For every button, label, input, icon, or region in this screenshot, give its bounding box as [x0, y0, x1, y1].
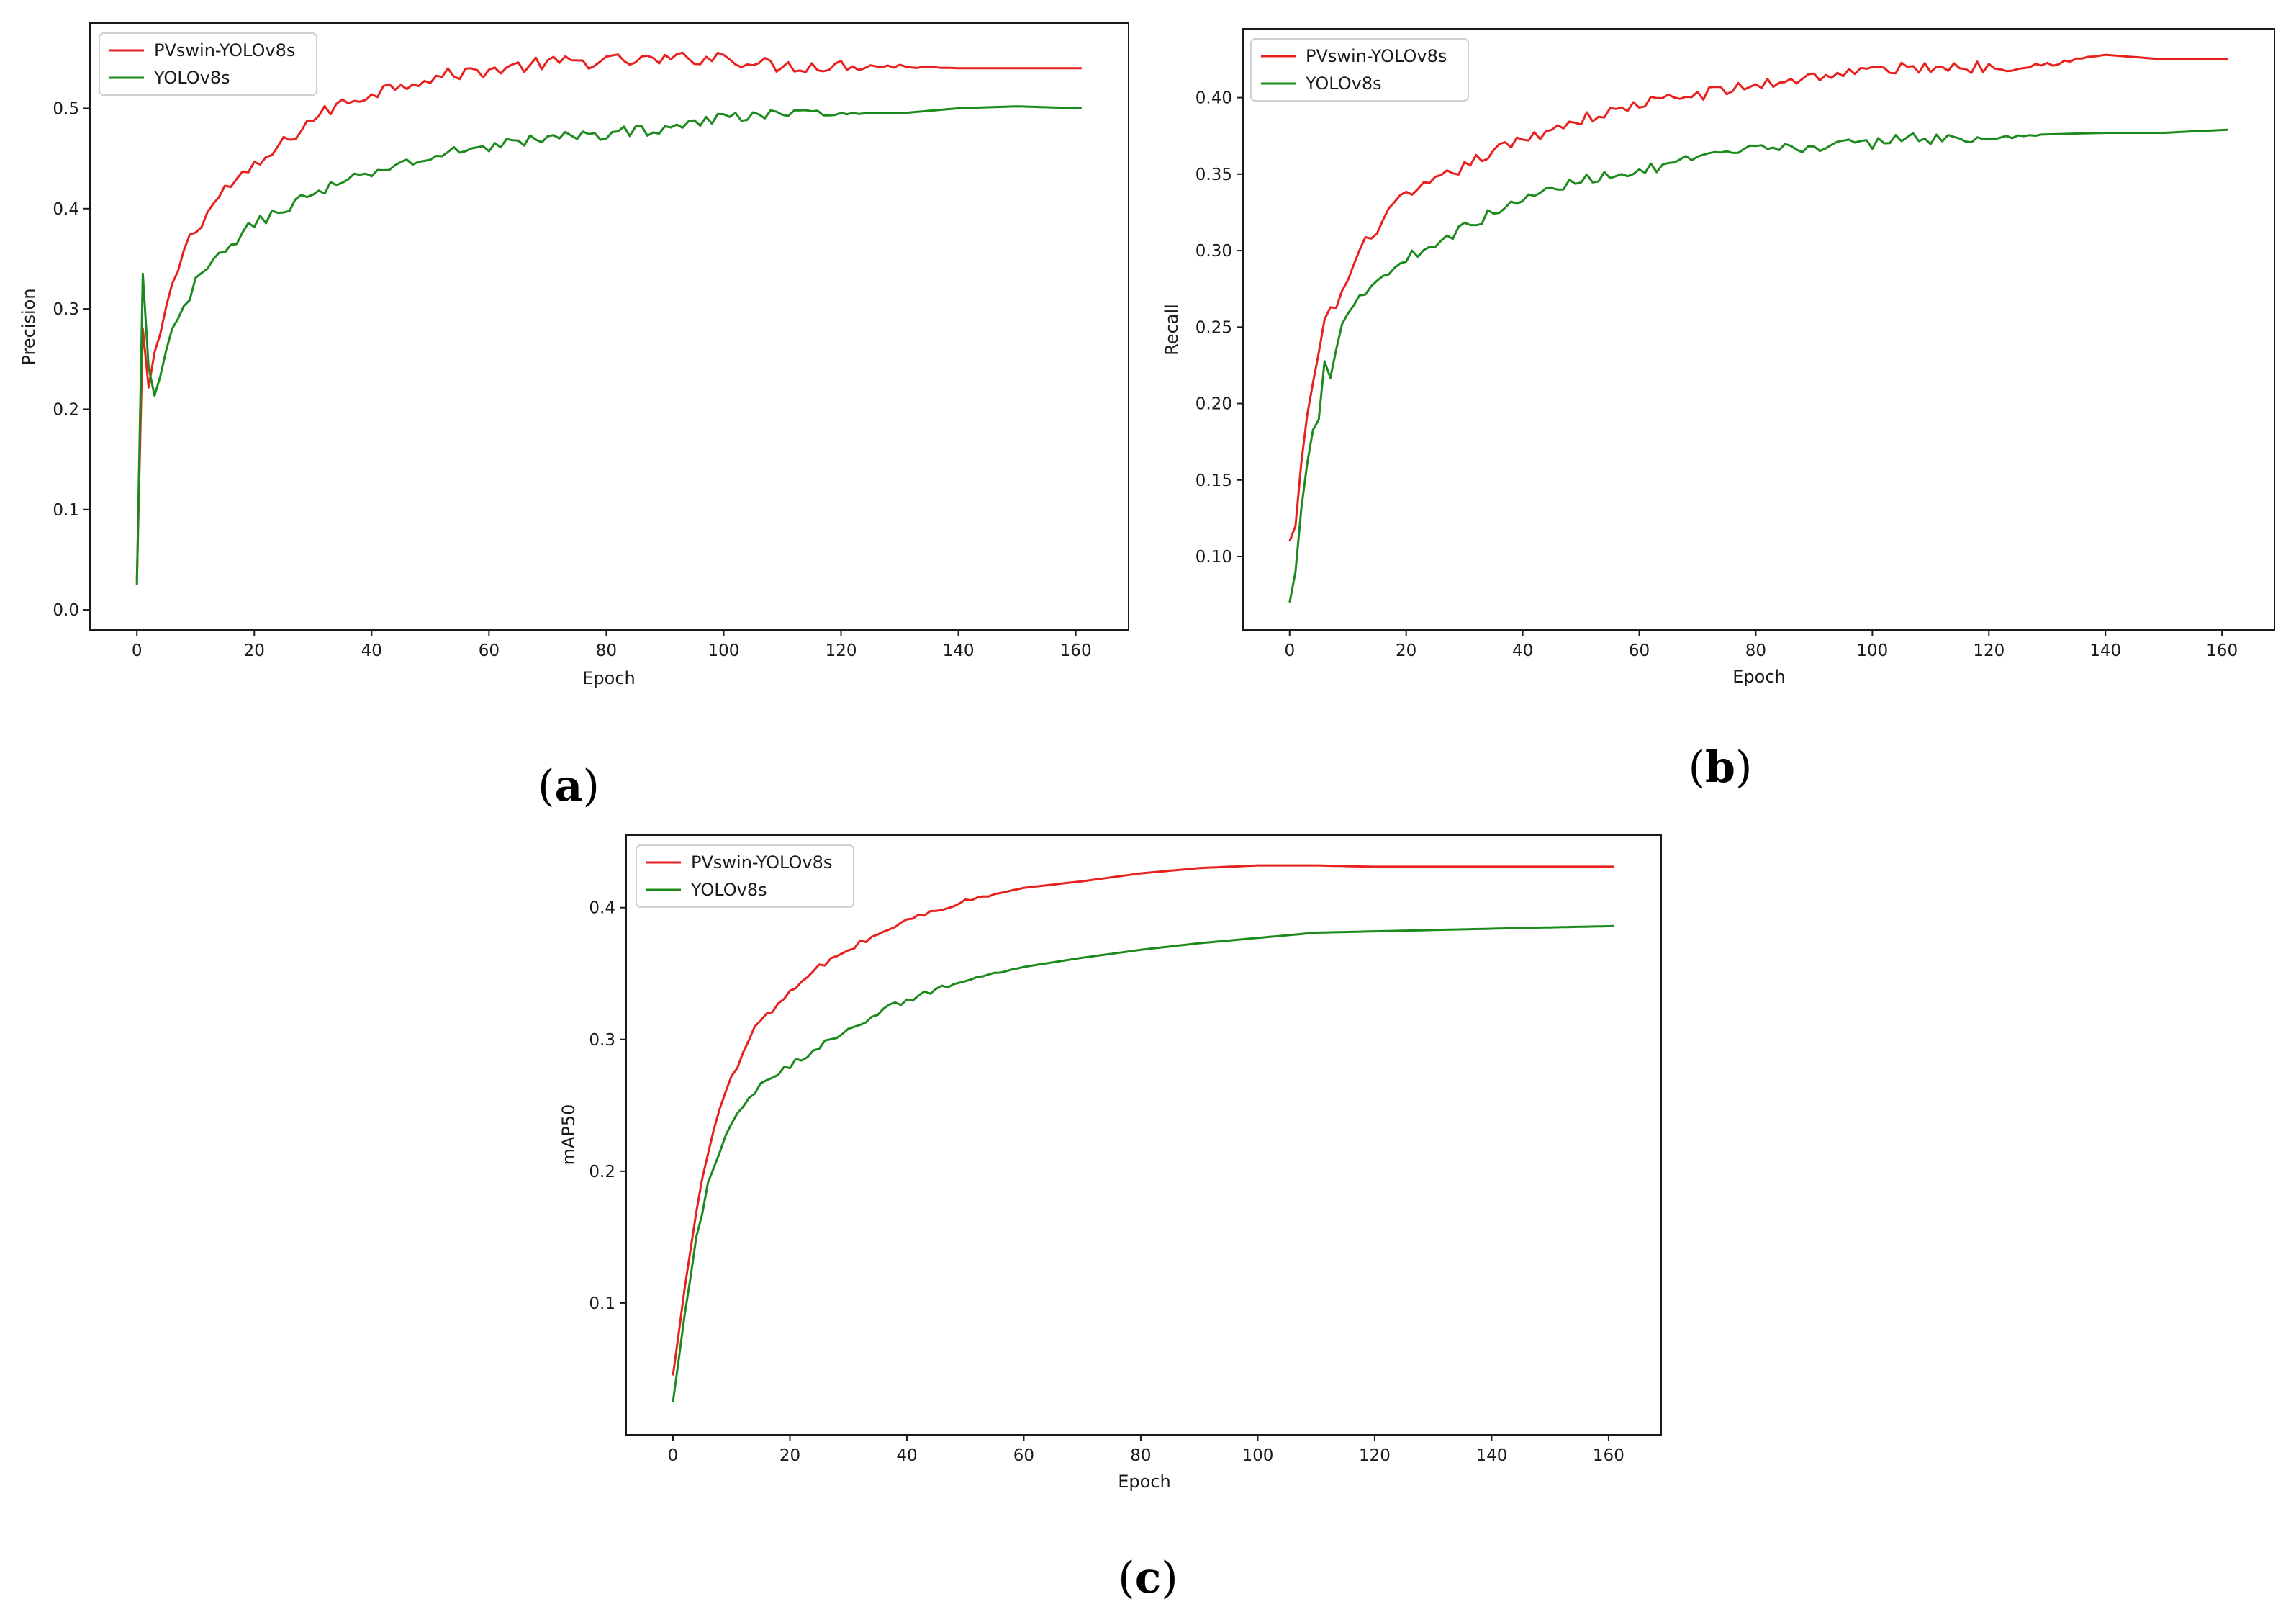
- x-tick-label-precision: 40: [361, 641, 382, 660]
- x-tick-label-recall: 100: [1856, 641, 1888, 660]
- legend-label-yolov8s: YOLOv8s: [1305, 73, 1382, 94]
- y-tick-label-map50: 0.1: [589, 1294, 615, 1313]
- y-tick-label-recall: 0.15: [1196, 472, 1232, 490]
- legend-label-pvswin: PVswin-YOLOv8s: [691, 852, 832, 873]
- y-tick-label-precision: 0.0: [53, 601, 79, 620]
- caption-c: (c): [1118, 1553, 1178, 1603]
- y-tick-label-map50: 0.3: [589, 1031, 615, 1050]
- x-tick-label-recall: 80: [1745, 641, 1766, 660]
- y-tick-label-recall: 0.10: [1196, 548, 1232, 567]
- x-tick-label-map50: 140: [1475, 1446, 1507, 1465]
- x-tick-label-map50: 120: [1359, 1446, 1391, 1465]
- x-tick-label-map50: 100: [1242, 1446, 1273, 1465]
- x-tick-label-recall: 160: [2206, 641, 2238, 660]
- legend-box: [636, 844, 854, 908]
- caption-c-letter: c: [1135, 1553, 1162, 1603]
- x-axis-label-map50: Epoch: [1118, 1472, 1171, 1492]
- caption-a: (a): [538, 761, 600, 811]
- chart-recall: 0 20 40 60 80 100 120 140 160 0.10 0.15 0.20 0.25 0.3…: [1162, 28, 2275, 793]
- legend-precision: PVswin-YOLOv8s YOLOv8s: [99, 32, 317, 96]
- y-axis-label-precision: Precision: [19, 288, 39, 365]
- y-tick-label-precision: 0.2: [53, 400, 79, 419]
- y-tick-label-precision: 0.3: [53, 300, 79, 319]
- y-tick-label-recall: 0.20: [1196, 395, 1232, 414]
- x-tick-label-recall: 40: [1512, 641, 1533, 660]
- legend-label-yolov8s: YOLOv8s: [153, 68, 230, 88]
- legend-box: [1250, 38, 1469, 102]
- x-axis-label-recall: Epoch: [1732, 667, 1786, 687]
- x-tick-label-precision: 80: [596, 641, 617, 660]
- y-tick-label-recall: 0.40: [1196, 89, 1232, 108]
- x-axis-label-precision: Epoch: [582, 668, 636, 688]
- y-tick-label-recall: 0.35: [1196, 166, 1232, 184]
- x-tick-label-map50: 0: [668, 1446, 679, 1465]
- y-axis-label-map50: mAP50: [559, 1104, 579, 1166]
- x-tick-label-map50: 80: [1130, 1446, 1151, 1465]
- x-tick-label-map50: 160: [1593, 1446, 1624, 1465]
- series-line-pvswin-precision: [135, 51, 1082, 580]
- series-line-yolov8s-recall: [1288, 128, 2228, 603]
- x-tick-label-precision: 20: [244, 641, 265, 660]
- caption-b: (b): [1689, 742, 1753, 793]
- x-tick-label-precision: 160: [1060, 641, 1092, 660]
- x-tick-label-map50: 40: [896, 1446, 917, 1465]
- legend-recall: PVswin-YOLOv8s YOLOv8s: [1250, 38, 1469, 102]
- series-line-yolov8s-map50: [672, 924, 1615, 1402]
- plot-area-recall: [1242, 28, 2275, 631]
- x-tick-label-map50: 60: [1013, 1446, 1034, 1465]
- y-tick-label-recall: 0.25: [1196, 318, 1232, 337]
- x-tick-label-recall: 120: [1973, 641, 2005, 660]
- y-tick-label-map50: 0.2: [589, 1163, 615, 1181]
- y-tick-label-precision: 0.4: [53, 200, 79, 219]
- x-tick-label-precision: 60: [479, 641, 500, 660]
- x-tick-label-recall: 20: [1396, 641, 1416, 660]
- x-tick-label-recall: 140: [2089, 641, 2121, 660]
- x-tick-label-recall: 0: [1284, 641, 1295, 660]
- x-tick-label-recall: 60: [1629, 641, 1650, 660]
- x-tick-label-precision: 140: [943, 641, 975, 660]
- series-line-pvswin-map50: [672, 864, 1614, 1376]
- y-tick-label-map50: 0.4: [589, 899, 615, 918]
- x-tick-label-precision: 120: [826, 641, 857, 660]
- series-line-pvswin-recall: [1288, 53, 2228, 542]
- legend-map50: PVswin-YOLOv8s YOLOv8s: [636, 844, 854, 908]
- chart-precision: 0 20 40 60 80 100 120 140 1600.00.10.20.30.40.5 …: [19, 22, 1129, 811]
- legend-label-pvswin: PVswin-YOLOv8s: [1306, 46, 1447, 66]
- legend-label-yolov8s: YOLOv8s: [690, 880, 767, 900]
- x-tick-label-map50: 20: [779, 1446, 800, 1465]
- caption-b-letter: b: [1705, 742, 1735, 793]
- plot-area-map50: [625, 834, 1662, 1436]
- plot-area-precision: [89, 22, 1129, 631]
- legend-box: [99, 32, 317, 96]
- series-line-yolov8s-precision: [135, 105, 1082, 585]
- legend-label-pvswin: PVswin-YOLOv8s: [154, 40, 295, 60]
- y-tick-label-precision: 0.1: [53, 501, 79, 520]
- y-tick-label-recall: 0.30: [1196, 242, 1232, 261]
- caption-a-letter: a: [555, 761, 583, 811]
- y-axis-label-recall: Recall: [1162, 304, 1182, 356]
- x-tick-label-precision: 100: [708, 641, 740, 660]
- y-tick-label-precision: 0.5: [53, 99, 79, 118]
- x-tick-label-precision: 0: [132, 641, 143, 660]
